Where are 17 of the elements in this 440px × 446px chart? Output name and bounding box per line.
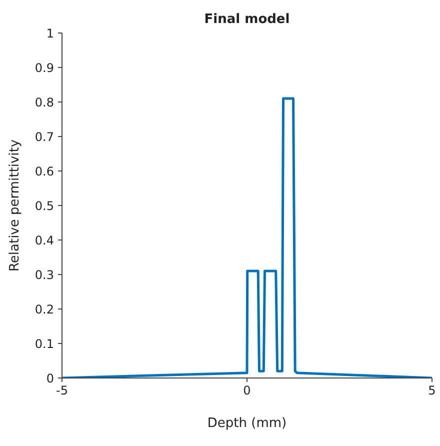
chart-title: Final model	[203, 12, 291, 27]
y-tick-label: 0.4	[34, 233, 54, 248]
y-tick-label: 0.9	[34, 60, 54, 75]
y-tick-label: 0.1	[34, 336, 54, 351]
y-tick-label: 0.8	[34, 95, 54, 110]
x-tick-label: 0	[243, 384, 251, 398]
x-tick-label: 5	[428, 384, 436, 398]
y-tick-label: 0.3	[34, 268, 54, 282]
x-tick-label: -5	[56, 384, 68, 398]
y-tick-label: 0.2	[34, 302, 54, 316]
x-axis-title: Depth (mm)	[207, 416, 287, 432]
y-tick-label: 0.5	[34, 198, 54, 213]
y-axis-title: Relative permittivity	[8, 139, 23, 272]
y-tick-label: 0.6	[34, 164, 54, 178]
y-tick-label: 1	[46, 26, 54, 40]
y-tick-label: 0.7	[34, 130, 54, 144]
y-tick-label: 0	[46, 371, 54, 386]
